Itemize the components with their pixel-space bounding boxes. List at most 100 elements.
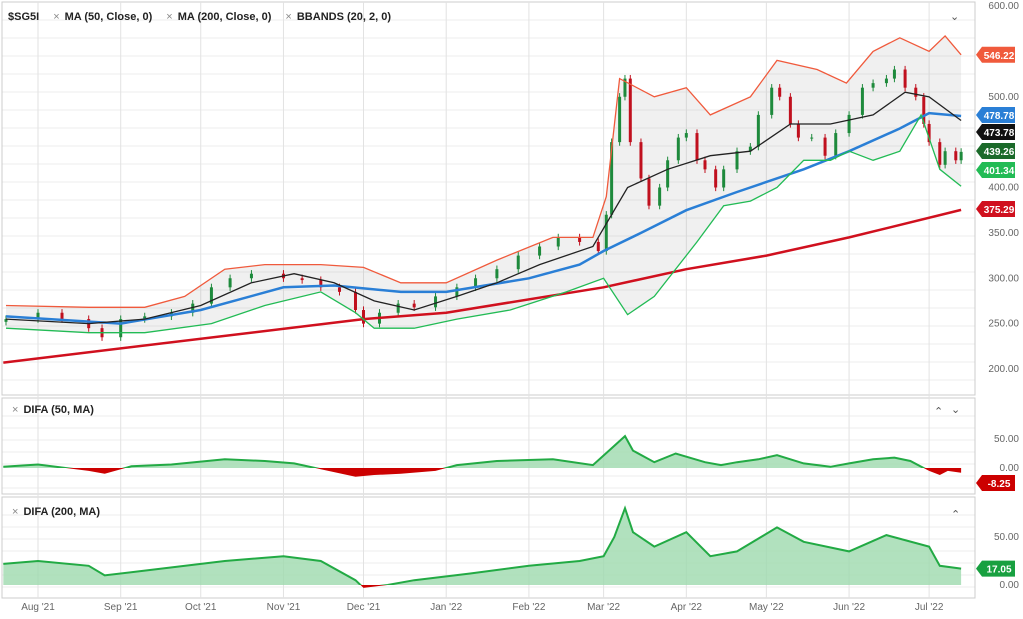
x-tick-label: Mar '22 [587,602,620,613]
candle-body [959,151,963,161]
candle-body [748,146,752,152]
candle-body [119,319,123,338]
candle-body [143,316,147,320]
price-tag-bg [976,162,1015,178]
line-bb-upper [5,34,962,308]
chevron-down-icon[interactable]: ⌄ [951,404,961,416]
y-tick-label: 250.00 [988,319,1019,330]
difa50-negative-area [3,468,962,477]
candle-body [60,312,64,320]
x-tick-label: Jun '22 [833,602,865,613]
remove-icon[interactable]: × [53,11,60,23]
difa200-indicator[interactable]: × DIFA (200, MA) [12,506,101,518]
candle-body [788,96,792,124]
bb-lower-tag: 401.34 [976,162,1015,178]
x-tick-label: Dec '21 [347,602,381,613]
ma50-tag: 478.78 [976,107,1015,123]
remove-icon[interactable]: × [166,11,173,23]
x-tick-label: May '22 [749,602,784,613]
price-tag-text: 17.05 [986,565,1011,576]
candle-body [337,287,341,292]
candle-body [300,278,304,281]
y-tick-label: 50.00 [994,532,1019,543]
candle [847,111,851,137]
candle-body [319,280,323,288]
ma200-tag: 375.29 [976,201,1015,217]
candle [578,233,582,246]
candle-body [596,241,600,252]
candle [396,300,400,317]
candle-body [927,123,931,143]
candle-body [722,169,726,188]
candle-body [714,169,718,188]
x-tick-label: Apr '22 [671,602,703,613]
candle [119,315,123,341]
candle [319,276,323,291]
candle-body [610,142,614,215]
price-tag-text: 401.34 [984,166,1015,177]
line-bb-mid [5,91,962,325]
difa50-line [3,434,926,468]
price-tag-bg [976,143,1015,159]
candle [658,183,662,210]
candle [249,270,253,282]
difa50-value-tag: -8.25 [976,475,1015,491]
difa50-indicator[interactable]: × DIFA (50, MA) [12,404,94,416]
price-tag-bg [976,107,1015,123]
difa50-positive-area [3,436,962,468]
y-tick-label: 600.00 [988,1,1019,12]
indicator-ma50[interactable]: × MA (50, Close, 0) [53,11,153,23]
remove-icon[interactable]: × [285,11,292,23]
panel-frame [1,1,976,396]
candle-body [922,96,926,124]
remove-icon[interactable]: × [12,506,19,518]
price-tag-text: -8.25 [988,479,1011,490]
candle [756,111,760,151]
candle [666,156,670,192]
candle [455,283,459,301]
candle [495,265,499,282]
y-tick-label: 0.00 [1000,580,1020,591]
x-tick-label: Oct '21 [185,602,217,613]
candle [556,233,560,251]
candle [834,129,838,160]
candle-body [628,78,632,143]
candle [871,79,875,92]
line-ma200 [3,208,962,364]
candle [695,129,699,164]
candle [938,138,942,169]
chevron-up-icon[interactable]: ⌃ [951,509,961,521]
candle [516,251,520,273]
candle-body [884,78,888,84]
chevron-up-icon[interactable]: ⌃ [934,406,944,418]
candle [892,65,896,83]
chevron-down-icon[interactable]: ⌄ [950,11,960,23]
candle-body [834,133,838,156]
price-tag-text: 473.78 [984,128,1015,139]
main-panel-header: $SG5I × MA (50, Close, 0) × MA (200, Close… [8,11,391,23]
candle-body [36,312,40,320]
indicator-ma200[interactable]: × MA (200, Close, 0) [166,11,272,23]
candle-body [676,137,680,161]
remove-icon[interactable]: × [12,404,19,416]
x-tick-label: Nov '21 [267,602,301,613]
price-tag-bg [976,124,1015,140]
price-tag-text: 375.29 [984,205,1015,216]
candle [823,133,827,160]
candle-body [695,133,699,161]
candle [604,211,608,255]
candle-body [249,273,253,279]
candle-body [228,278,232,288]
panel-frame [1,496,976,599]
candle-body [538,246,542,256]
y-tick-label: 0.00 [1000,463,1020,474]
candle-body [823,137,827,156]
candle-body [191,303,195,313]
indicator-bbands[interactable]: × BBANDS (20, 2, 0) [285,11,391,23]
x-tick-label: Jan '22 [430,602,462,613]
candle-body [943,151,947,165]
price-tag-text: 439.26 [984,147,1015,158]
candle-body [495,269,499,279]
candle [628,74,632,146]
